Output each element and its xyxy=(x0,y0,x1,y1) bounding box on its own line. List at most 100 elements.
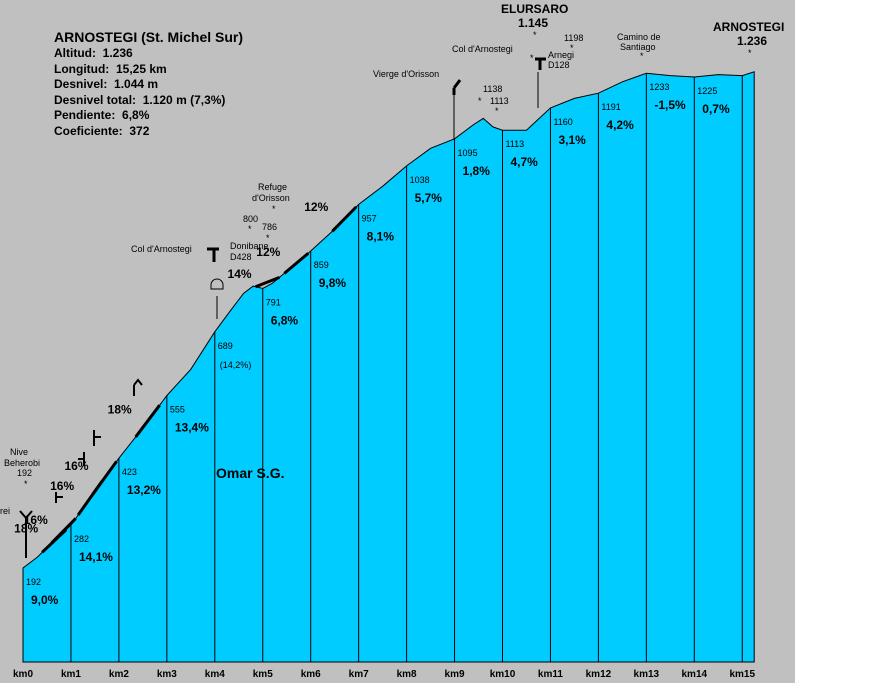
km-slope-label: 0,7% xyxy=(702,102,730,116)
km-tick-label: km5 xyxy=(253,669,273,680)
km-altitude-label: 1191 xyxy=(601,102,620,112)
km-altitude-label: 192 xyxy=(26,577,41,587)
km-slope-label: 9,0% xyxy=(31,593,59,607)
stat-desnivel: Desnivel: 1.044 m xyxy=(54,77,159,91)
ramp-percent-label: 18% xyxy=(108,402,132,416)
spot-marker: * xyxy=(24,479,28,489)
ramp-percent-label: 12% xyxy=(256,245,280,259)
km-tick-label: km1 xyxy=(61,669,81,680)
junction-icon xyxy=(19,510,33,558)
stat-longitud: Longitud: 15,25 km xyxy=(54,61,167,76)
km-altitude-label: 1095 xyxy=(458,148,478,158)
stat-pendiente: Pendiente: 6,8% xyxy=(54,108,150,122)
km-altitude-label: 1233 xyxy=(649,82,669,92)
steep-ramp xyxy=(255,275,281,289)
spot-marker: * xyxy=(748,48,752,58)
author-credit: Omar S.G. xyxy=(216,465,284,481)
summit-alt-arnostegi: 1.236 xyxy=(737,34,767,48)
road-junction-icon xyxy=(55,492,63,503)
place-label-camino: Camino de xyxy=(617,32,661,42)
km-altitude-label: 859 xyxy=(314,260,329,270)
km-slope-label: 4,7% xyxy=(511,155,539,169)
summit-label-elursaro: ELURSARO xyxy=(501,2,568,16)
place-label-santiago: Santiago xyxy=(620,42,656,52)
road-junction-icon xyxy=(78,452,85,466)
km-slope-label: 6,8% xyxy=(271,314,299,328)
km-altitude-label: 689 xyxy=(218,341,233,351)
place-label-rei: rei xyxy=(0,506,10,516)
km-altitude-label: 1038 xyxy=(410,175,430,185)
km-tick-label: km6 xyxy=(301,669,321,680)
place-alt-nive: 192 xyxy=(17,468,32,478)
km-tick-label: km7 xyxy=(349,669,369,680)
km-slope-label: 8,1% xyxy=(367,229,395,243)
spot-marker: * xyxy=(570,43,574,53)
spot-marker: * xyxy=(530,53,534,63)
km-slope-label: 13,4% xyxy=(175,420,209,434)
stat-desnivel-total: Desnivel total: 1.120 m (7,3%) xyxy=(54,92,226,107)
spot-height-1198: 1198 xyxy=(564,33,583,43)
stat-coeficiente: Coeficiente: 372 xyxy=(54,123,150,138)
km-slope-label: 5,7% xyxy=(415,191,443,205)
km-tick-label: km0 xyxy=(13,669,33,680)
ramp-percent-label: 16% xyxy=(50,479,74,493)
place-label-orisson: d'Orisson xyxy=(252,193,290,203)
elevation-area xyxy=(22,71,755,663)
place-label-vierge-orisson: Vierge d'Orisson xyxy=(373,69,439,79)
km-tick-label: km10 xyxy=(490,669,516,680)
chart-title: ARNOSTEGI (St. Michel Sur) xyxy=(54,29,244,45)
climb-info-box: ARNOSTEGI (St. Michel Sur) Altitud: 1.23… xyxy=(54,28,243,139)
road-junction-icon xyxy=(535,57,546,70)
km-tick-label: km3 xyxy=(157,669,177,680)
place-label-donibane: Donibane xyxy=(230,241,269,251)
spot-marker: * xyxy=(495,106,499,116)
summit-label-arnostegi: ARNOSTEGI xyxy=(713,20,784,34)
km-tick-label: km11 xyxy=(538,669,563,680)
km-tick-label: km15 xyxy=(729,669,755,680)
km-altitude-label: 1225 xyxy=(697,86,717,96)
spot-marker: * xyxy=(533,30,537,40)
km-slope-label: 1,8% xyxy=(463,164,491,178)
ramp-percent-label: 12% xyxy=(304,200,328,214)
shelter-icon xyxy=(210,278,224,290)
km-altitude-label: 957 xyxy=(362,213,377,223)
steep-ramp xyxy=(331,205,358,233)
km-slope-label: 3,1% xyxy=(558,133,586,147)
summit-alt-elursaro: 1.145 xyxy=(518,16,548,30)
steep-ramp xyxy=(134,404,161,438)
km-slope-label: -1,5% xyxy=(654,98,686,112)
km-slope-label: (14,2%) xyxy=(220,360,252,370)
place-annotations: rei Nive Beherobi 192 * Col d'Arnostegi … xyxy=(0,2,784,558)
km-tick-label: km12 xyxy=(586,669,612,680)
ramp-percent-label: 14% xyxy=(228,267,252,281)
spot-height-786: 786 xyxy=(262,222,277,232)
km-slope-label: 9,8% xyxy=(319,276,347,290)
place-label-col-arnostegi-2: Col d'Arnostegi xyxy=(452,44,513,54)
spot-height-1113: 1113 xyxy=(490,96,509,106)
km-altitude-label: 1113 xyxy=(506,139,525,149)
spot-marker: * xyxy=(272,204,276,214)
km-altitude-label: 282 xyxy=(74,534,89,544)
km-slope-label: 14,1% xyxy=(79,550,113,564)
km-slope-label: 4,2% xyxy=(606,118,634,132)
place-label-nive: Nive xyxy=(10,447,28,457)
stat-altitud: Altitud: 1.236 xyxy=(54,46,133,60)
junction-icon xyxy=(452,79,462,95)
km-tick-label: km8 xyxy=(397,669,417,680)
place-label-beherobi: Beherobi xyxy=(4,458,40,468)
km-altitude-label: 791 xyxy=(266,298,281,308)
km-tick-label: km4 xyxy=(205,669,225,680)
ramp-percent-label: 16% xyxy=(24,513,48,527)
steep-ramp xyxy=(283,252,310,275)
place-label-d128: D128 xyxy=(548,60,570,70)
km-tick-label: km14 xyxy=(682,669,708,680)
km-altitude-label: 423 xyxy=(122,467,137,477)
junction-icon xyxy=(133,378,143,396)
spot-marker: * xyxy=(266,233,270,243)
spot-marker: * xyxy=(640,51,644,61)
place-label-col-arnostegi: Col d'Arnostegi xyxy=(131,244,192,254)
spot-marker: * xyxy=(478,96,482,106)
place-label-d428: D428 xyxy=(230,252,252,262)
km-tick-label: km9 xyxy=(445,669,465,680)
